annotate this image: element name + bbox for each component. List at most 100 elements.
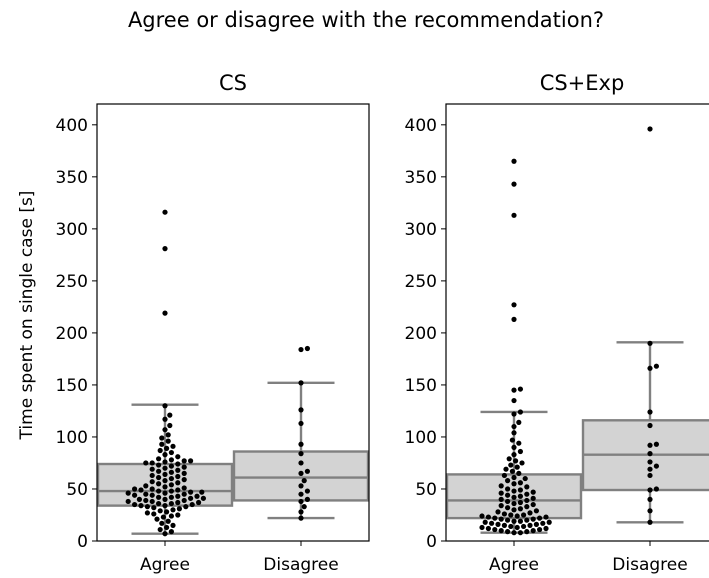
data-point-1-agree-92 [511, 212, 517, 218]
data-point-1-agree-86 [517, 409, 524, 415]
data-point-1-agree-56 [498, 490, 504, 496]
data-point-0-agree-81 [181, 458, 187, 464]
data-point-1-agree-39 [533, 508, 540, 514]
data-point-0-agree-34 [188, 495, 194, 501]
data-point-1-agree-69 [516, 470, 522, 476]
y-tick-label: 0 [426, 532, 437, 552]
data-point-1-disagree-17 [647, 126, 653, 132]
data-point-0-agree-1 [168, 529, 174, 535]
y-tick-label: 0 [77, 532, 88, 552]
data-point-1-agree-3 [524, 529, 530, 535]
data-point-0-disagree-0 [298, 515, 304, 521]
data-point-1-agree-51 [530, 495, 536, 501]
data-point-1-agree-25 [524, 517, 530, 523]
data-point-0-agree-78 [149, 460, 155, 466]
data-point-1-agree-22 [511, 518, 517, 524]
data-point-0-agree-52 [149, 486, 155, 492]
data-point-0-agree-89 [164, 445, 170, 451]
data-point-0-agree-38 [175, 493, 181, 499]
data-point-1-agree-44 [498, 503, 504, 509]
data-point-0-agree-47 [199, 489, 205, 495]
data-point-1-agree-35 [521, 512, 527, 518]
data-point-0-agree-12 [144, 510, 150, 516]
data-point-1-agree-13 [521, 523, 527, 530]
data-point-0-agree-22 [189, 501, 195, 508]
data-point-0-agree-93 [159, 435, 165, 441]
data-point-0-disagree-15 [298, 407, 304, 413]
data-point-0-agree-21 [138, 503, 144, 509]
data-point-0-disagree-4 [304, 496, 310, 502]
figure-title: Agree or disagree with the recommendatio… [128, 8, 604, 32]
data-point-0-agree-80 [162, 459, 168, 465]
data-point-0-disagree-17 [298, 346, 304, 353]
data-point-1-agree-81 [509, 437, 515, 443]
data-point-1-agree-59 [517, 487, 524, 493]
data-point-0-agree-53 [132, 486, 138, 492]
data-point-1-agree-15 [527, 522, 533, 528]
data-point-0-disagree-8 [301, 478, 307, 484]
data-point-0-agree-20 [162, 503, 168, 509]
y-tick-label: 150 [56, 376, 88, 396]
data-point-1-agree-70 [509, 468, 515, 474]
plot-area-cs: 0 50 100 150 200 250 300 350 400 Agree Disagree [56, 116, 370, 575]
data-point-0-agree-87 [168, 449, 174, 456]
data-point-1-disagree-13 [647, 409, 653, 415]
data-point-0-agree-102 [162, 209, 168, 215]
data-point-0-agree-73 [162, 465, 168, 471]
y-tick-label: 300 [405, 220, 437, 240]
y-tick-label: 100 [56, 428, 88, 448]
data-point-1-agree-28 [492, 515, 498, 521]
data-point-1-agree-61 [524, 484, 530, 490]
data-point-0-agree-2 [157, 526, 163, 533]
data-point-1-agree-90 [511, 316, 517, 322]
data-point-1-agree-68 [501, 472, 507, 479]
panel-title-cs-exp: CS+Exp [540, 71, 625, 95]
data-point-1-agree-36 [501, 511, 507, 517]
data-point-0-agree-33 [136, 496, 142, 502]
data-point-0-agree-70 [156, 468, 162, 474]
data-point-0-agree-10 [175, 512, 181, 518]
data-point-0-agree-76 [156, 462, 162, 468]
data-point-1-agree-89 [517, 386, 524, 392]
data-point-0-agree-88 [157, 447, 163, 454]
data-point-1-agree-57 [530, 489, 536, 495]
y-tick-label: 300 [56, 220, 88, 240]
data-point-1-disagree-15 [653, 363, 660, 369]
data-point-1-disagree-5 [647, 472, 653, 479]
x-tick-label-agree: Agree [489, 555, 539, 575]
data-point-1-disagree-11 [653, 441, 660, 447]
data-point-0-agree-32 [162, 496, 168, 502]
panel-title-cs: CS [219, 71, 247, 95]
data-point-0-agree-61 [162, 478, 168, 484]
data-point-0-agree-60 [149, 479, 155, 485]
data-point-0-disagree-5 [298, 491, 304, 497]
x-tick-label-disagree: Disagree [612, 555, 687, 575]
plot-area-cs-exp: 0 50 100 150 200 250 300 350 400 Agree Disagree [405, 116, 709, 575]
data-point-0-agree-48 [168, 488, 174, 494]
data-point-0-agree-45 [125, 490, 131, 496]
data-point-0-agree-79 [143, 460, 149, 466]
data-point-0-agree-84 [156, 456, 162, 462]
data-point-0-agree-100 [162, 310, 168, 316]
data-point-0-agree-51 [138, 487, 144, 493]
data-point-0-agree-98 [167, 412, 173, 418]
data-point-1-agree-55 [524, 491, 530, 497]
data-point-1-agree-30 [485, 514, 491, 520]
data-point-0-agree-77 [175, 461, 181, 467]
data-point-1-agree-75 [513, 458, 519, 464]
y-tick-label: 400 [405, 116, 437, 136]
data-point-1-agree-94 [511, 158, 517, 164]
data-point-0-agree-57 [168, 482, 174, 488]
data-point-1-agree-1 [517, 530, 524, 536]
data-point-1-agree-11 [479, 524, 485, 531]
data-point-1-agree-50 [498, 496, 504, 502]
data-point-0-agree-18 [144, 504, 150, 510]
data-point-0-agree-65 [175, 473, 181, 480]
data-point-1-agree-78 [517, 448, 524, 455]
data-point-0-agree-99 [162, 403, 168, 409]
y-tick-label: 100 [405, 428, 437, 448]
data-point-1-agree-20 [482, 519, 488, 525]
data-point-0-agree-74 [181, 464, 187, 470]
data-point-1-agree-47 [517, 499, 524, 506]
